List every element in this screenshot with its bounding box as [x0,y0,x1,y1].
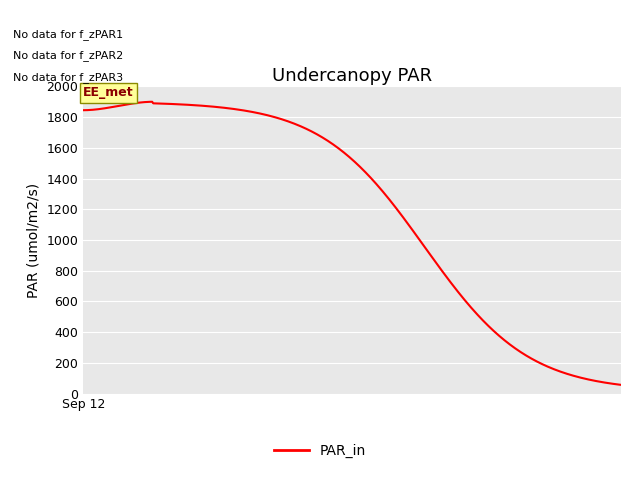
Legend: PAR_in: PAR_in [268,438,372,464]
Text: No data for f_zPAR3: No data for f_zPAR3 [13,72,123,83]
Text: No data for f_zPAR1: No data for f_zPAR1 [13,29,123,40]
Title: Undercanopy PAR: Undercanopy PAR [272,67,432,85]
Text: EE_met: EE_met [83,86,134,99]
Y-axis label: PAR (umol/m2/s): PAR (umol/m2/s) [27,182,41,298]
Text: No data for f_zPAR2: No data for f_zPAR2 [13,50,123,61]
